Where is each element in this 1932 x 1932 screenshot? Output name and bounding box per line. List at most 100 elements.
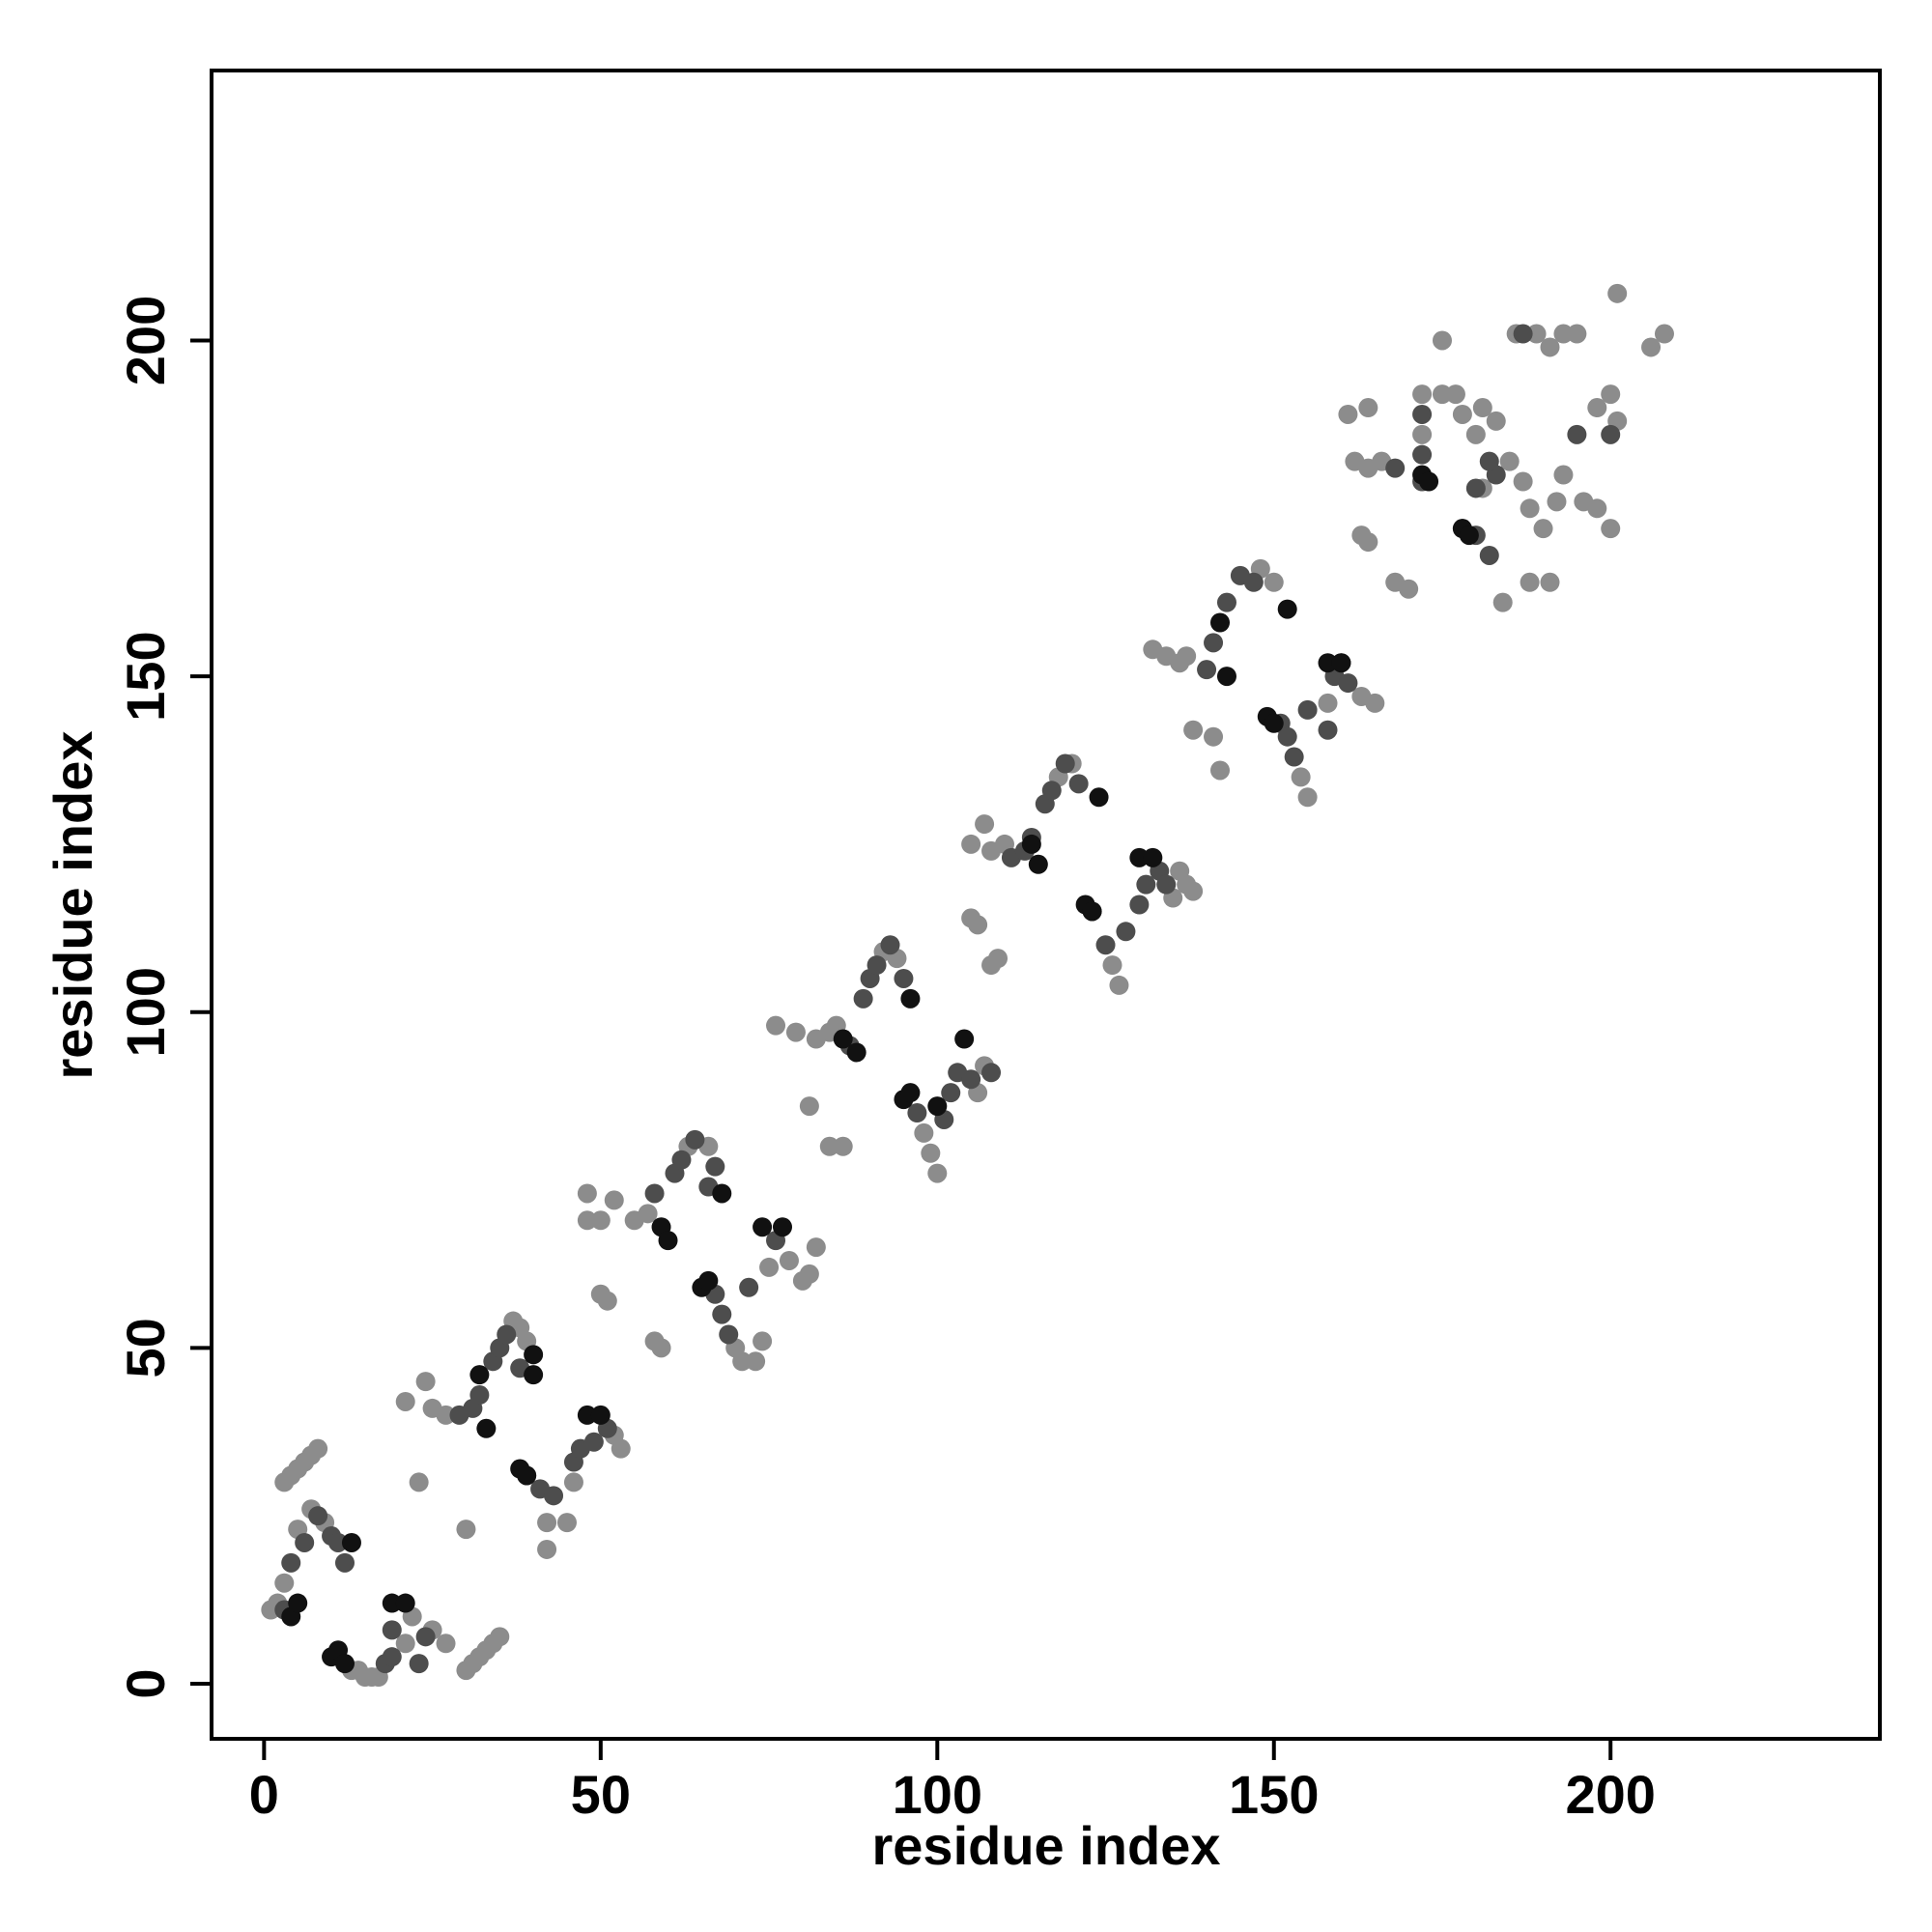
y-tick-label: 0 bbox=[115, 1668, 176, 1698]
point bbox=[739, 1277, 759, 1297]
point bbox=[644, 1183, 665, 1204]
point bbox=[583, 1432, 604, 1452]
point bbox=[772, 1217, 792, 1237]
point bbox=[597, 1291, 617, 1311]
point bbox=[1264, 713, 1284, 733]
point bbox=[1204, 633, 1224, 653]
point bbox=[1284, 747, 1304, 767]
point bbox=[436, 1634, 456, 1654]
point bbox=[1553, 324, 1574, 344]
point bbox=[698, 1270, 719, 1291]
point bbox=[759, 1257, 780, 1277]
point bbox=[1445, 384, 1465, 405]
point bbox=[685, 1129, 705, 1150]
point bbox=[1540, 337, 1560, 357]
point bbox=[1533, 519, 1553, 539]
point bbox=[954, 1029, 975, 1049]
point bbox=[395, 1634, 415, 1654]
point bbox=[409, 1472, 429, 1492]
point bbox=[490, 1627, 510, 1647]
point bbox=[1297, 787, 1318, 808]
point bbox=[975, 814, 995, 835]
point bbox=[1338, 404, 1358, 424]
point bbox=[524, 1365, 544, 1385]
point bbox=[274, 1573, 295, 1593]
point bbox=[941, 1083, 961, 1103]
point bbox=[1607, 283, 1628, 303]
x-tick-label: 50 bbox=[571, 1764, 631, 1825]
point bbox=[927, 1096, 948, 1117]
point bbox=[746, 1351, 766, 1372]
point bbox=[1587, 498, 1607, 519]
point bbox=[961, 1069, 981, 1090]
point bbox=[1095, 935, 1116, 955]
point bbox=[1204, 726, 1224, 747]
point bbox=[590, 1210, 611, 1231]
point bbox=[1358, 532, 1378, 553]
point bbox=[1465, 424, 1486, 444]
point bbox=[1318, 693, 1338, 713]
point bbox=[785, 1022, 806, 1042]
point bbox=[719, 1324, 739, 1345]
point bbox=[712, 1304, 732, 1324]
point bbox=[1156, 874, 1177, 895]
point bbox=[334, 1654, 355, 1674]
point bbox=[1601, 384, 1621, 405]
point bbox=[1210, 760, 1231, 781]
point bbox=[900, 988, 921, 1009]
point bbox=[671, 1150, 692, 1170]
y-tick-label: 100 bbox=[115, 967, 176, 1057]
point bbox=[1547, 492, 1567, 512]
point bbox=[1277, 599, 1297, 619]
point bbox=[1567, 424, 1587, 444]
point bbox=[799, 1096, 819, 1117]
point bbox=[1601, 424, 1621, 444]
point bbox=[1216, 667, 1236, 687]
point bbox=[563, 1472, 583, 1492]
point bbox=[658, 1231, 678, 1251]
x-axis-title: residue index bbox=[871, 1815, 1220, 1876]
x-tick-label: 0 bbox=[249, 1764, 279, 1825]
point bbox=[880, 935, 900, 955]
point bbox=[1055, 753, 1075, 774]
point bbox=[577, 1183, 597, 1204]
point bbox=[921, 1143, 941, 1163]
point bbox=[1041, 781, 1062, 801]
point bbox=[1264, 572, 1284, 592]
point bbox=[1486, 411, 1506, 431]
point bbox=[1479, 545, 1499, 565]
y-axis-title: residue index bbox=[43, 730, 103, 1079]
point bbox=[308, 1438, 328, 1459]
y-tick-label: 50 bbox=[115, 1318, 176, 1378]
point bbox=[1102, 955, 1122, 976]
point bbox=[961, 834, 981, 854]
point bbox=[1358, 398, 1378, 418]
point bbox=[1419, 471, 1439, 492]
point bbox=[819, 1136, 839, 1156]
point bbox=[907, 1103, 927, 1123]
point bbox=[395, 1391, 415, 1411]
point bbox=[705, 1156, 725, 1177]
point bbox=[900, 1083, 921, 1103]
x-tick-label: 200 bbox=[1566, 1764, 1656, 1825]
point bbox=[517, 1465, 537, 1486]
point bbox=[867, 955, 887, 976]
point bbox=[1526, 324, 1547, 344]
point bbox=[308, 1506, 328, 1526]
y-tick-label: 150 bbox=[115, 631, 176, 721]
point bbox=[1385, 458, 1406, 478]
point bbox=[1277, 726, 1297, 747]
point bbox=[766, 1015, 786, 1036]
point bbox=[1513, 324, 1533, 344]
point bbox=[1243, 572, 1264, 592]
point bbox=[1318, 720, 1338, 740]
point bbox=[753, 1217, 773, 1237]
point bbox=[537, 1513, 557, 1533]
point bbox=[1136, 874, 1156, 895]
point bbox=[799, 1264, 819, 1284]
point bbox=[1479, 451, 1499, 471]
point bbox=[1412, 444, 1433, 465]
point bbox=[1297, 699, 1318, 720]
point bbox=[1499, 451, 1520, 471]
point bbox=[1465, 478, 1486, 498]
